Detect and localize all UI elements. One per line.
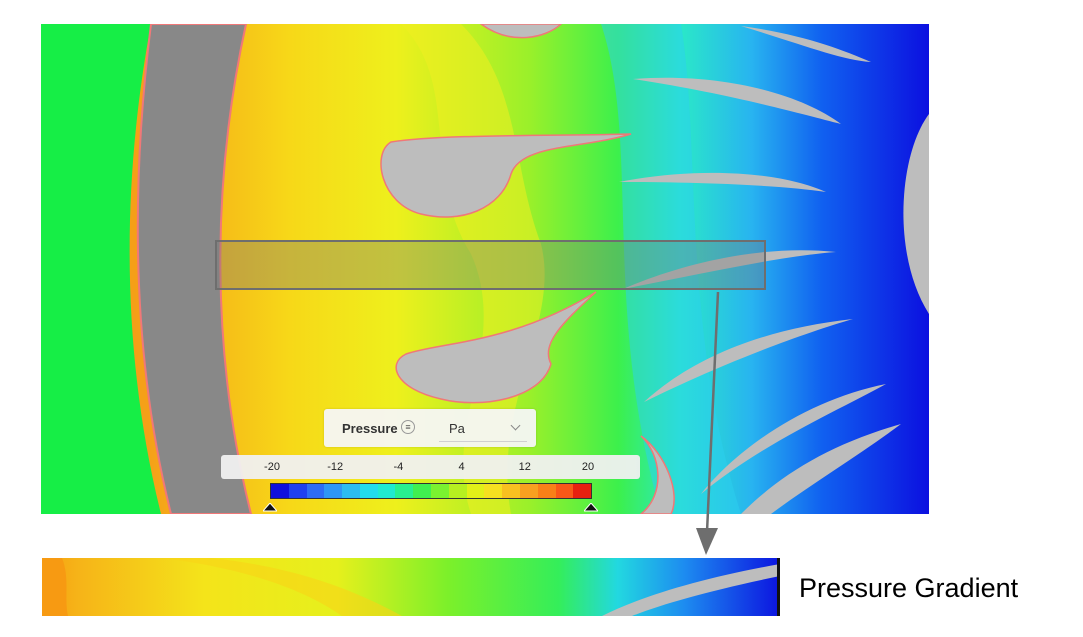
colorbar-tick-label: -20 xyxy=(264,461,280,473)
colorbar-swatch xyxy=(573,484,592,498)
legend-panel xyxy=(221,455,640,479)
colorbar-tick-label: -12 xyxy=(327,461,344,473)
unit-value: Pa xyxy=(449,421,465,436)
strip-edge xyxy=(777,558,780,616)
colorbar-tick-label: 20 xyxy=(581,461,595,473)
colorbar-swatch xyxy=(519,484,538,498)
unit-dropdown[interactable]: Pa xyxy=(439,415,527,442)
range-max-handle[interactable] xyxy=(584,503,598,512)
colorbar-swatch xyxy=(324,484,343,498)
simulation-viewport[interactable] xyxy=(41,24,929,514)
colorbar-swatch xyxy=(288,484,307,498)
colorbar-swatch xyxy=(466,484,485,498)
colorbar-tick-label: -4 xyxy=(393,461,404,473)
colorbar-swatch xyxy=(377,484,396,498)
colorbar-swatch xyxy=(342,484,360,498)
chevron-down-icon xyxy=(510,420,521,431)
colorbar-swatch xyxy=(413,484,432,498)
colorbar xyxy=(270,483,592,499)
selection-box[interactable] xyxy=(215,240,766,290)
colorbar-swatch xyxy=(537,484,556,498)
gradient-detail-strip xyxy=(42,558,780,616)
caption-label: Pressure Gradient xyxy=(799,573,1019,603)
colorbar-swatch xyxy=(484,484,503,498)
field-selector-panel: Pressure ≡ Pa xyxy=(324,409,536,447)
colorbar-swatch xyxy=(271,484,289,498)
range-min-handle[interactable] xyxy=(263,503,277,512)
field-label: Pressure xyxy=(342,421,398,436)
colorbar-swatch xyxy=(431,484,449,498)
colorbar-swatch xyxy=(555,484,574,498)
colorbar-tick-label: 12 xyxy=(518,461,531,473)
colorbar-swatch xyxy=(448,484,467,498)
colorbar-swatch xyxy=(306,484,325,498)
colorbar-swatch xyxy=(359,484,378,498)
colorbar-swatch xyxy=(395,484,414,498)
menu-icon[interactable]: ≡ xyxy=(401,420,415,434)
colorbar-swatch xyxy=(502,484,520,498)
colorbar-tick-label: 4 xyxy=(458,461,465,473)
